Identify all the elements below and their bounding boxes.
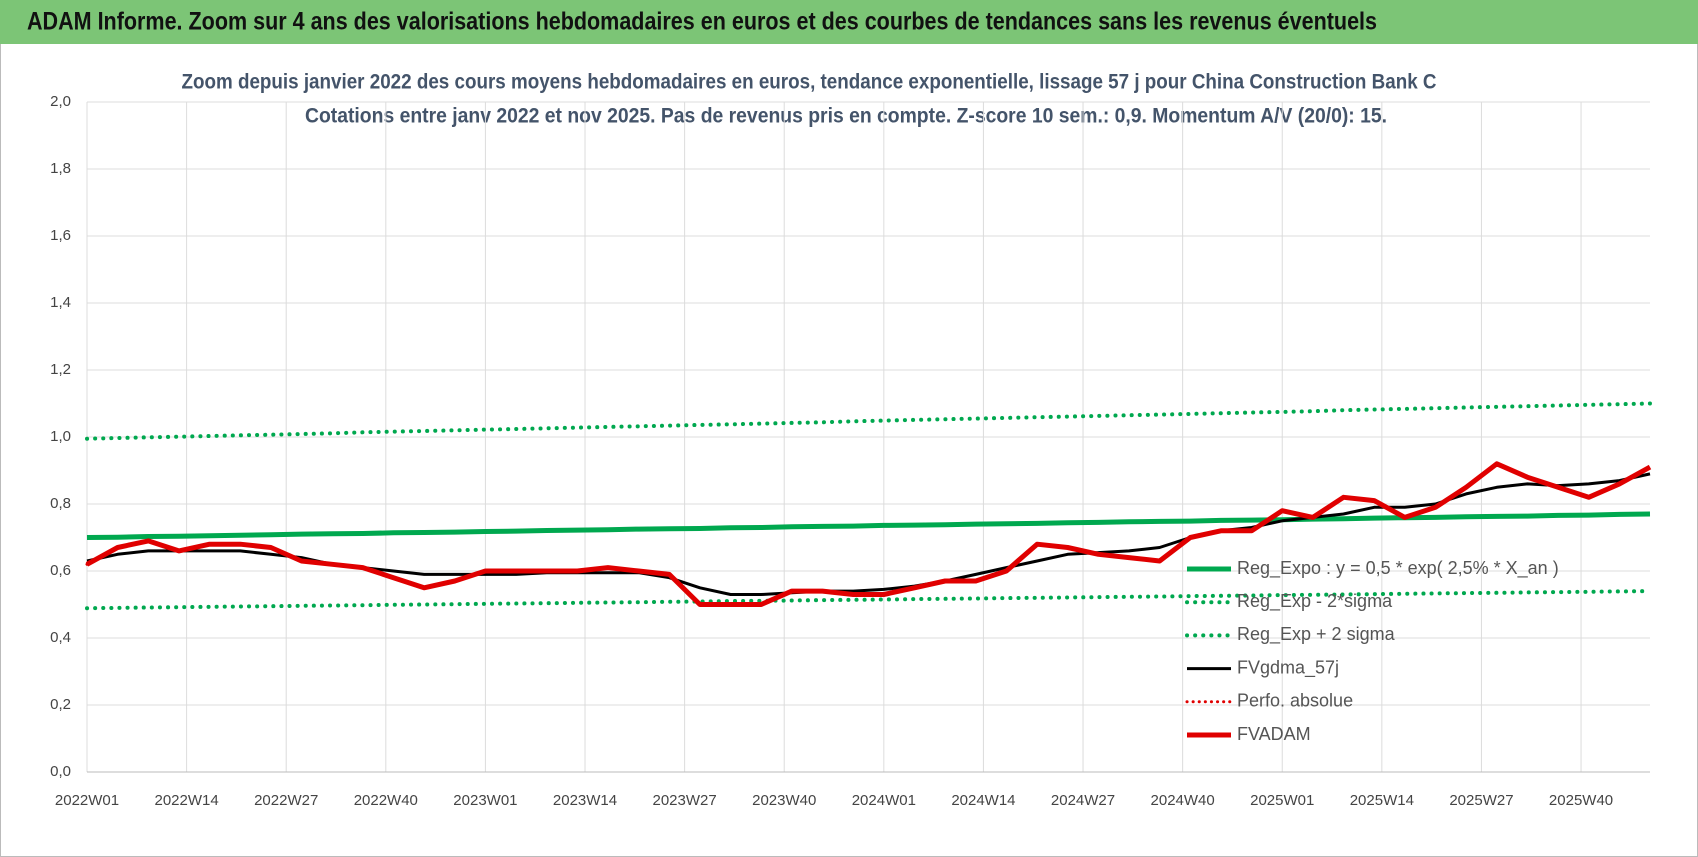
y-tick-label: 1,6 [50, 227, 71, 244]
chart-subtitle: Cotations entre janv 2022 et nov 2025. P… [305, 105, 1387, 128]
legend-label: FVgdma_57j [1237, 657, 1339, 678]
y-tick-label: 0,4 [50, 629, 71, 646]
y-tick-label: 0,0 [50, 763, 71, 780]
x-tick-label: 2022W01 [55, 792, 119, 809]
header-title: ADAM Informe. Zoom sur 4 ans des valoris… [27, 8, 1377, 36]
chart-title: Zoom depuis janvier 2022 des cours moyen… [182, 71, 1437, 94]
x-tick-label: 2023W01 [453, 792, 517, 809]
legend-label: Reg_Expo : y = 0,5 * exp( 2,5% * X_an ) [1237, 558, 1559, 579]
y-tick-label: 2,0 [50, 93, 71, 110]
legend-label: Perfo. absolue [1237, 691, 1353, 711]
y-tick-label: 0,8 [50, 495, 71, 512]
series-line [85, 401, 1652, 441]
x-tick-label: 2024W14 [951, 792, 1015, 809]
x-tick-label: 2022W27 [254, 792, 318, 809]
x-tick-label: 2023W14 [553, 792, 617, 809]
x-tick-label: 2022W40 [354, 792, 418, 809]
x-tick-label: 2024W40 [1151, 792, 1215, 809]
x-tick-label: 2022W14 [154, 792, 218, 809]
header-bar [0, 0, 1698, 44]
x-tick-label: 2025W01 [1250, 792, 1314, 809]
x-tick-label: 2024W01 [852, 792, 916, 809]
series-line [86, 511, 1651, 540]
x-tick-label: 2025W14 [1350, 792, 1414, 809]
series-line [85, 461, 1652, 607]
x-tick-label: 2024W27 [1051, 792, 1115, 809]
x-tick-label: 2023W40 [752, 792, 816, 809]
x-tick-label: 2025W27 [1449, 792, 1513, 809]
series-line [85, 589, 1652, 611]
legend-label: Reg_Exp + 2 sigma [1237, 624, 1396, 645]
y-tick-label: 1,8 [50, 160, 71, 177]
y-tick-label: 1,0 [50, 428, 71, 445]
y-tick-label: 1,4 [50, 294, 71, 311]
y-tick-label: 1,2 [50, 361, 71, 378]
y-tick-label: 0,2 [50, 696, 71, 713]
x-tick-label: 2025W40 [1549, 792, 1613, 809]
y-tick-label: 0,6 [50, 562, 71, 579]
legend-label: FVADAM [1237, 724, 1311, 744]
x-tick-label: 2023W27 [653, 792, 717, 809]
legend-label: Reg_Exp - 2*sigma [1237, 591, 1393, 612]
